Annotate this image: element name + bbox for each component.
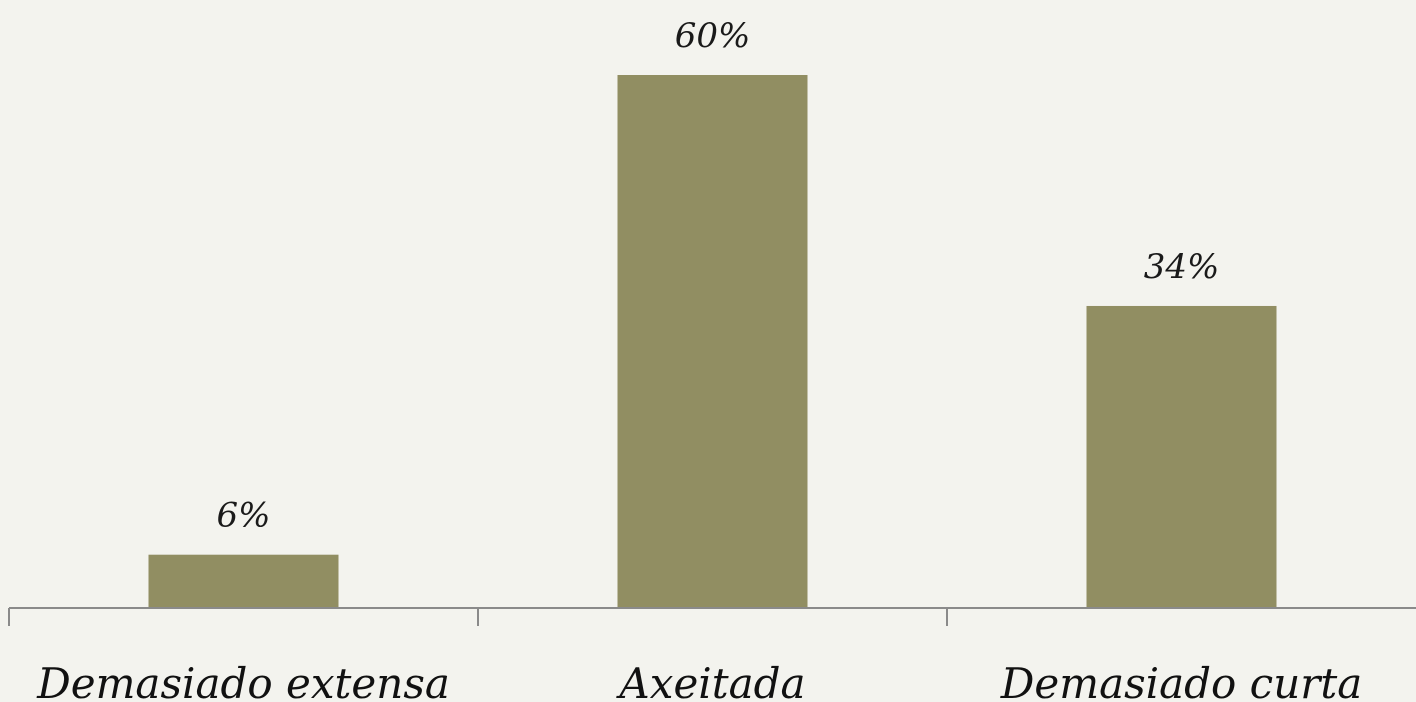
bar-1 bbox=[617, 75, 808, 608]
x-axis bbox=[8, 607, 1416, 626]
bar-0 bbox=[148, 554, 339, 608]
category-labels-group: Demasiado extensa Axeitada Demasiado curta bbox=[36, 659, 1362, 702]
category-label-2: Demasiado curta bbox=[1000, 659, 1363, 702]
data-label-0: 6% bbox=[217, 496, 271, 536]
bar-2 bbox=[1086, 305, 1277, 608]
category-label-0: Demasiado extensa bbox=[36, 659, 450, 702]
category-label-1: Axeitada bbox=[615, 659, 805, 702]
bars-group bbox=[148, 75, 1277, 608]
data-label-2: 34% bbox=[1144, 247, 1220, 287]
data-labels-group: 6% 60% 34% bbox=[217, 16, 1220, 536]
data-label-1: 60% bbox=[675, 16, 751, 56]
